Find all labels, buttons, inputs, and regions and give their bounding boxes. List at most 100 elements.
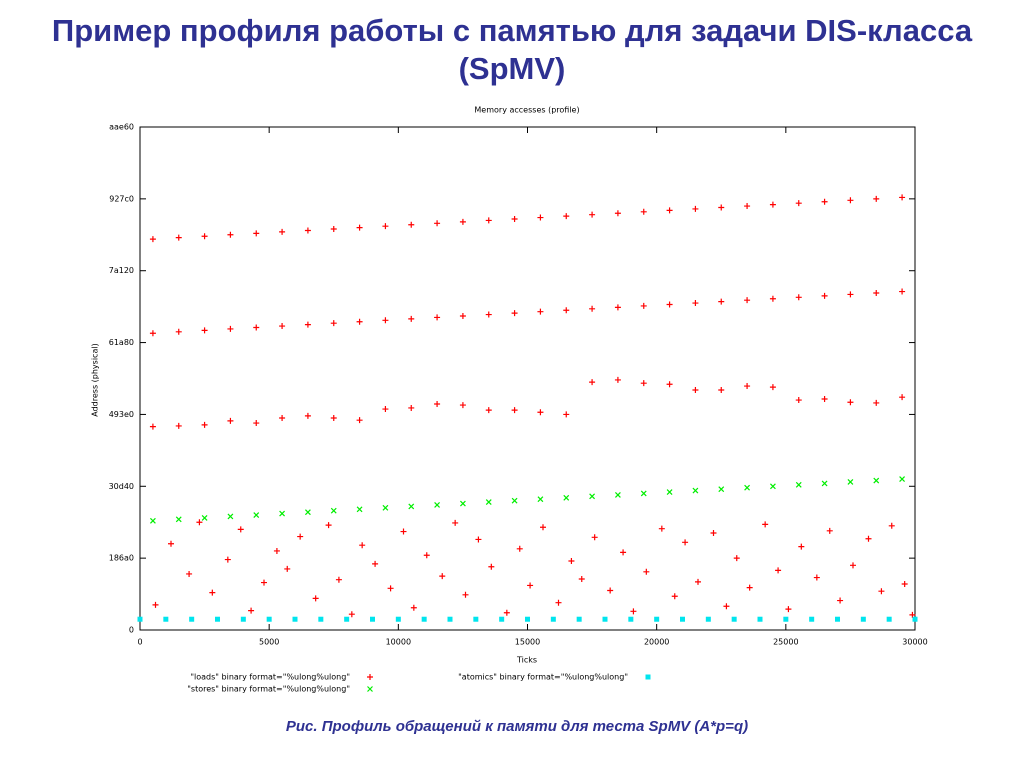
data-point: [279, 415, 286, 422]
data-point: [175, 328, 182, 335]
data-point: [666, 301, 673, 308]
data-point: [511, 310, 518, 317]
data-point: [168, 540, 174, 547]
data-point: [718, 486, 725, 493]
data-point: [215, 616, 220, 622]
data-point: [318, 616, 324, 622]
data-point: [563, 494, 570, 501]
data-point: [878, 588, 885, 595]
data-point: [666, 207, 673, 214]
data-point: [899, 194, 906, 201]
data-point: [901, 581, 908, 588]
data-point: [279, 228, 286, 235]
data-point: [886, 616, 892, 622]
data-point: [865, 535, 872, 542]
data-point: [459, 402, 466, 409]
data-point: [224, 556, 231, 563]
data-point: [370, 616, 375, 622]
data-point: [387, 585, 394, 592]
x-tick-label: 10000: [386, 638, 411, 647]
data-point: [175, 422, 182, 429]
data-point: [630, 608, 637, 615]
data-point: [640, 490, 647, 497]
data-point: [873, 399, 880, 406]
data-point: [821, 395, 828, 402]
data-point: [762, 521, 769, 528]
data-point: [447, 616, 453, 622]
data-point: [783, 616, 789, 622]
data-point: [434, 314, 441, 321]
data-point: [253, 420, 260, 427]
data-point: [527, 582, 534, 589]
data-point: [666, 489, 673, 495]
data-point: [666, 381, 673, 388]
slide-title: Пример профиля работы с памятью для зада…: [51, 13, 973, 86]
data-point: [511, 407, 518, 414]
data-point: [658, 525, 665, 532]
legend-marker: [367, 686, 373, 692]
x-axis-label: Ticks: [516, 656, 537, 665]
data-point: [537, 308, 544, 315]
data-point: [410, 604, 417, 611]
data-point: [837, 597, 844, 604]
data-point: [279, 510, 286, 517]
data-point: [899, 288, 906, 295]
data-point: [499, 616, 505, 622]
data-point: [279, 323, 286, 330]
data-point: [705, 616, 711, 622]
x-tick-label: 0: [137, 638, 142, 647]
x-tick-label: 20000: [644, 638, 669, 647]
data-point: [227, 325, 234, 332]
data-point: [382, 504, 389, 511]
data-point: [408, 315, 415, 322]
data-point: [589, 305, 596, 312]
data-point: [372, 560, 379, 567]
data-point: [537, 409, 544, 416]
data-point: [540, 524, 546, 531]
data-point: [718, 386, 725, 393]
data-point: [860, 616, 866, 622]
data-point: [137, 616, 143, 622]
data-point: [253, 512, 260, 518]
data-point: [175, 234, 182, 241]
data-point: [459, 312, 466, 319]
data-point: [757, 616, 763, 622]
data-point: [654, 616, 660, 622]
data-point: [261, 579, 267, 586]
data-point: [744, 383, 751, 390]
data-point: [330, 226, 337, 233]
data-point: [568, 558, 575, 565]
data-point: [795, 200, 802, 207]
data-point: [382, 406, 389, 413]
data-point: [671, 593, 678, 600]
data-point: [196, 519, 203, 526]
data-point: [589, 211, 596, 218]
data-point: [175, 516, 182, 523]
x-tick-label: 15000: [515, 638, 540, 647]
data-point: [591, 534, 598, 541]
data-point: [795, 294, 802, 301]
data-point: [348, 611, 355, 618]
data-point: [189, 616, 195, 622]
data-point: [488, 563, 495, 570]
data-point: [201, 327, 208, 334]
y-tick-label: 30d40: [109, 482, 134, 491]
data-point: [620, 549, 627, 556]
data-point: [485, 407, 492, 414]
data-point: [473, 616, 479, 622]
data-point: [227, 417, 234, 424]
data-point: [284, 565, 291, 572]
data-point: [640, 380, 647, 387]
data-point: [692, 386, 699, 393]
data-point: [408, 221, 415, 228]
data-point: [731, 616, 737, 622]
data-point: [578, 575, 585, 582]
data-point: [821, 292, 828, 299]
data-point: [421, 616, 427, 622]
data-point: [835, 616, 840, 622]
data-point: [201, 421, 208, 428]
data-point: [304, 321, 311, 328]
data-point: [297, 533, 304, 540]
data-point: [459, 218, 466, 225]
